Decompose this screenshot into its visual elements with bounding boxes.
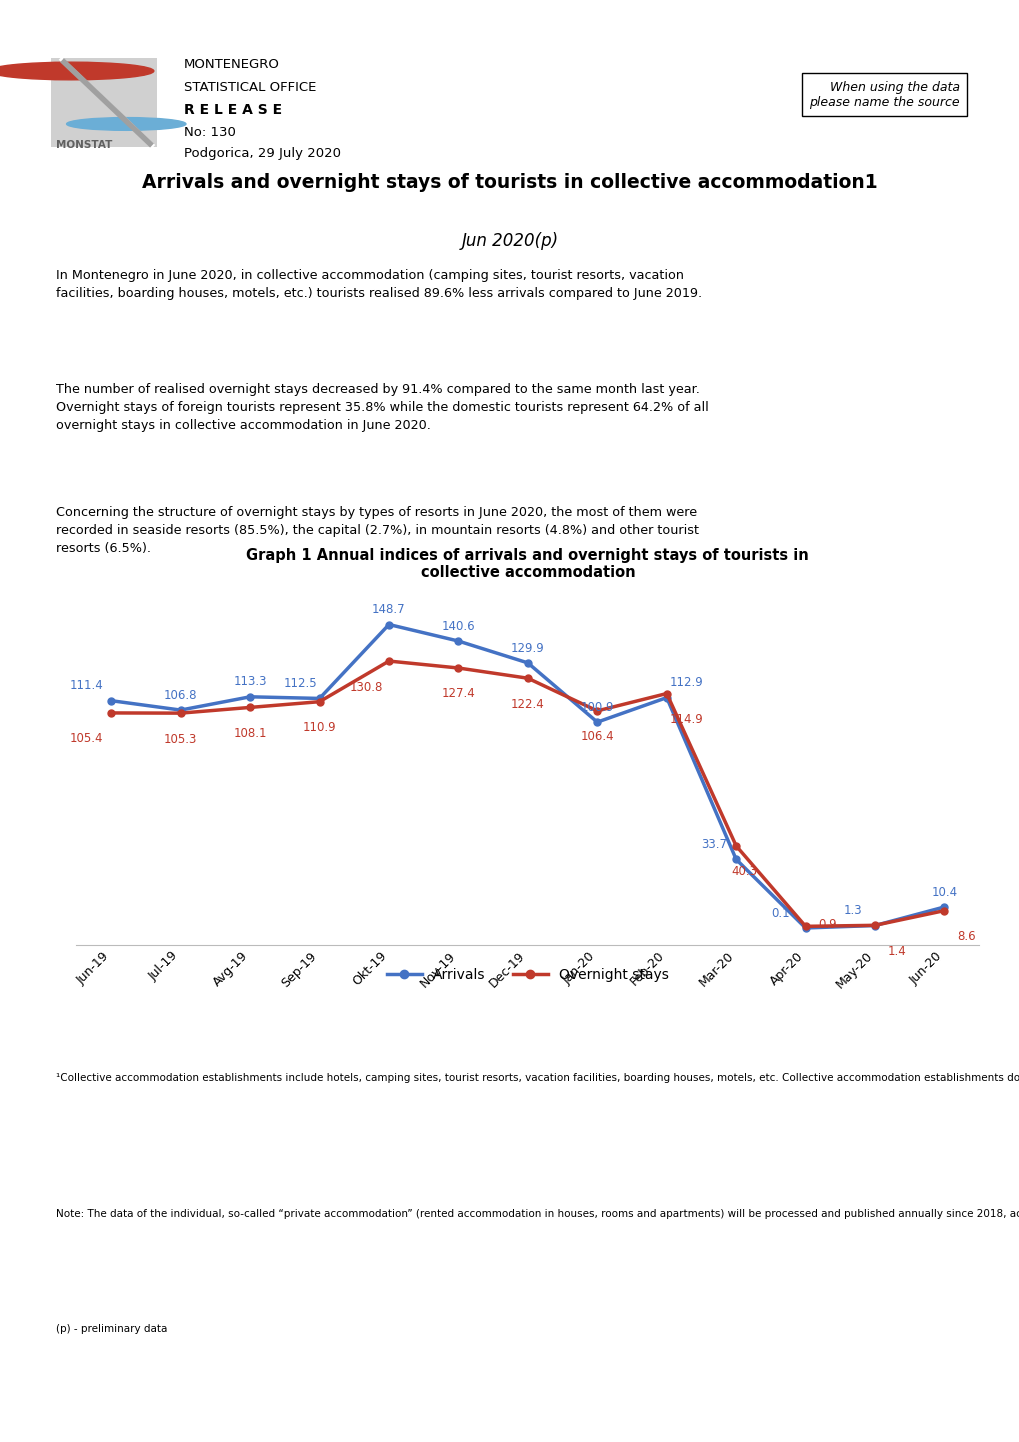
Text: 112.5: 112.5: [283, 678, 317, 691]
Text: 108.1: 108.1: [233, 727, 267, 740]
Text: 106.4: 106.4: [580, 730, 613, 743]
Text: When using the data
please name the source: When using the data please name the sour…: [808, 81, 959, 108]
Text: 105.3: 105.3: [164, 733, 197, 746]
Circle shape: [0, 62, 154, 79]
Text: 105.4: 105.4: [69, 733, 103, 746]
Text: ¹Collective accommodation establishments include hotels, camping sites, tourist : ¹Collective accommodation establishments…: [56, 1073, 1019, 1083]
Text: Jun 2020(p): Jun 2020(p): [461, 232, 558, 249]
Text: 1.4: 1.4: [887, 945, 906, 957]
Text: 129.9: 129.9: [511, 642, 544, 655]
Text: MONTENEGRO: MONTENEGRO: [184, 58, 279, 71]
Text: 8.6: 8.6: [957, 930, 975, 943]
Text: 130.8: 130.8: [350, 681, 383, 694]
Text: 148.7: 148.7: [372, 603, 406, 616]
Text: Podgorica, 29 July 2020: Podgorica, 29 July 2020: [184, 147, 340, 160]
Text: No: 130: No: 130: [184, 125, 235, 138]
Text: 114.9: 114.9: [668, 712, 702, 725]
Text: 127.4: 127.4: [441, 688, 475, 701]
Text: STATISTICAL OFFICE: STATISTICAL OFFICE: [184, 81, 316, 94]
Text: Note: The data of the individual, so-called “private accommodation” (rented acco: Note: The data of the individual, so-cal…: [56, 1208, 1019, 1218]
Text: 0.9: 0.9: [817, 919, 837, 932]
Text: 10.4: 10.4: [930, 885, 957, 898]
Text: R E L E A S E: R E L E A S E: [184, 104, 282, 117]
Legend: Arrivals, Overnight stays: Arrivals, Overnight stays: [381, 962, 674, 988]
Text: Arrivals and overnight stays of tourists in collective accommodation1: Arrivals and overnight stays of tourists…: [142, 173, 877, 192]
Text: MONSTAT: MONSTAT: [56, 140, 112, 150]
Text: 106.8: 106.8: [164, 689, 198, 702]
Text: 113.3: 113.3: [233, 675, 267, 688]
Text: 100.9: 100.9: [580, 701, 613, 714]
Text: (p) - preliminary data: (p) - preliminary data: [56, 1324, 167, 1334]
Text: In Montenegro in June 2020, in collective accommodation (camping sites, tourist : In Montenegro in June 2020, in collectiv…: [56, 270, 701, 300]
Text: The number of realised overnight stays decreased by 91.4% compared to the same m: The number of realised overnight stays d…: [56, 384, 708, 431]
Text: 112.9: 112.9: [668, 676, 702, 689]
Text: 33.7: 33.7: [700, 838, 727, 851]
Text: 0.1: 0.1: [770, 907, 789, 920]
Text: 40.3: 40.3: [731, 865, 757, 878]
Text: 111.4: 111.4: [69, 679, 103, 692]
FancyBboxPatch shape: [51, 58, 157, 147]
Title: Graph 1 Annual indices of arrivals and overnight stays of tourists in
collective: Graph 1 Annual indices of arrivals and o…: [247, 548, 808, 580]
Circle shape: [66, 118, 185, 130]
Text: 1.3: 1.3: [843, 904, 861, 917]
Text: Concerning the structure of overnight stays by types of resorts in June 2020, th: Concerning the structure of overnight st…: [56, 506, 698, 555]
Text: 140.6: 140.6: [441, 620, 475, 633]
Text: 110.9: 110.9: [303, 721, 336, 734]
Text: 122.4: 122.4: [511, 698, 544, 711]
